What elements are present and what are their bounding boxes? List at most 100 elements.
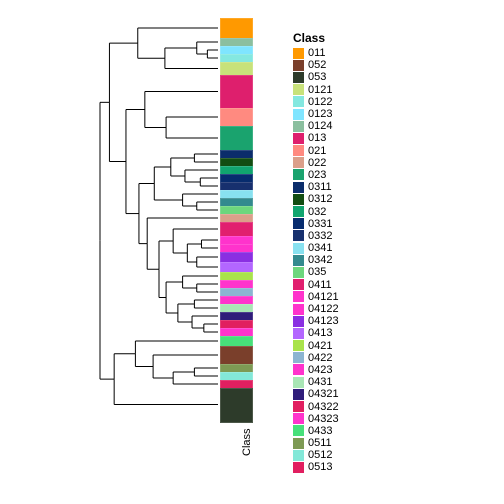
legend-label: 0423 — [308, 364, 332, 376]
legend-label: 0421 — [308, 340, 332, 352]
legend-row: 04322 — [293, 400, 339, 412]
legend-swatch — [293, 230, 304, 241]
legend-row: 0511 — [293, 437, 339, 449]
legend-row: 0121 — [293, 84, 339, 96]
legend-swatch — [293, 84, 304, 95]
column-axis-label: Class — [241, 428, 253, 456]
legend-label: 022 — [308, 157, 326, 169]
legend-label: 0331 — [308, 218, 332, 230]
column-cell — [220, 18, 253, 40]
legend-row: 0124 — [293, 120, 339, 132]
legend-swatch — [293, 340, 304, 351]
legend-row: 032 — [293, 205, 339, 217]
legend-swatch — [293, 352, 304, 363]
legend-label: 0332 — [308, 230, 332, 242]
legend-swatch — [293, 182, 304, 193]
legend-row: 04321 — [293, 388, 339, 400]
legend-swatch — [293, 133, 304, 144]
legend-label: 04121 — [308, 291, 339, 303]
dendrogram-figure: Class Class 0110520530121012201230124013… — [0, 0, 504, 504]
legend-label: 0411 — [308, 279, 332, 291]
legend-swatch — [293, 291, 304, 302]
legend-row: 021 — [293, 145, 339, 157]
legend-row: 0122 — [293, 96, 339, 108]
column-cell — [220, 108, 253, 128]
legend-row: 052 — [293, 59, 339, 71]
legend-label: 0513 — [308, 461, 332, 473]
legend-label: 04322 — [308, 401, 339, 413]
legend-label: 04122 — [308, 303, 339, 315]
legend-label: 0123 — [308, 108, 332, 120]
legend-swatch — [293, 121, 304, 132]
legend-row: 013 — [293, 132, 339, 144]
legend-label: 04323 — [308, 413, 339, 425]
legend-row: 0513 — [293, 461, 339, 473]
legend-label: 04123 — [308, 315, 339, 327]
legend-label: 023 — [308, 169, 326, 181]
legend-swatch — [293, 169, 304, 180]
legend-swatch — [293, 157, 304, 168]
legend-row: 04323 — [293, 413, 339, 425]
legend-row: 04121 — [293, 291, 339, 303]
legend-row: 04123 — [293, 315, 339, 327]
legend-row: 023 — [293, 169, 339, 181]
legend-row: 0512 — [293, 449, 339, 461]
legend-label: 053 — [308, 71, 326, 83]
legend-swatch — [293, 218, 304, 229]
legend-swatch — [293, 48, 304, 59]
legend-swatch — [293, 413, 304, 424]
legend-label: 0342 — [308, 254, 332, 266]
legend-label: 04321 — [308, 388, 339, 400]
legend-label: 0433 — [308, 425, 332, 437]
class-legend: Class 0110520530121012201230124013021022… — [293, 31, 339, 474]
legend-label: 0124 — [308, 120, 332, 132]
legend-label: 0431 — [308, 376, 332, 388]
legend-label: 052 — [308, 59, 326, 71]
legend-label: 0311 — [308, 181, 332, 193]
column-cell — [220, 346, 253, 366]
legend-row: 0332 — [293, 230, 339, 242]
legend-row: 0331 — [293, 218, 339, 230]
legend-label: 021 — [308, 145, 326, 157]
legend-swatch — [293, 316, 304, 327]
column-cell — [220, 126, 253, 152]
legend-label: 0413 — [308, 327, 332, 339]
legend-swatch — [293, 243, 304, 254]
legend-row: 0342 — [293, 254, 339, 266]
legend-swatch — [293, 255, 304, 266]
column-cell — [220, 388, 253, 423]
legend-label: 0122 — [308, 96, 332, 108]
legend-row: 0421 — [293, 340, 339, 352]
legend-swatch — [293, 389, 304, 400]
legend-label: 035 — [308, 266, 326, 278]
legend-swatch — [293, 96, 304, 107]
legend-swatch — [293, 304, 304, 315]
legend-label: 0312 — [308, 193, 332, 205]
legend-swatch — [293, 145, 304, 156]
legend-row: 022 — [293, 157, 339, 169]
legend-label: 032 — [308, 206, 326, 218]
legend-swatch — [293, 267, 304, 278]
legend-swatch — [293, 60, 304, 71]
legend-swatch — [293, 328, 304, 339]
legend-swatch — [293, 279, 304, 290]
legend-swatch — [293, 72, 304, 83]
legend-swatch — [293, 450, 304, 461]
legend-row: 0341 — [293, 242, 339, 254]
legend-row: 0422 — [293, 352, 339, 364]
legend-row: 0431 — [293, 376, 339, 388]
legend-row: 0413 — [293, 327, 339, 339]
legend-swatch — [293, 425, 304, 436]
legend-label: 013 — [308, 132, 326, 144]
legend-row: 0433 — [293, 425, 339, 437]
legend-label: 0121 — [308, 84, 332, 96]
legend-row: 0123 — [293, 108, 339, 120]
legend-swatch — [293, 401, 304, 412]
legend-row: 0311 — [293, 181, 339, 193]
legend-swatch — [293, 377, 304, 388]
legend-row: 011 — [293, 47, 339, 59]
legend-swatch — [293, 438, 304, 449]
column-cell — [220, 75, 253, 110]
legend-items: 0110520530121012201230124013021022023031… — [293, 47, 339, 474]
legend-label: 0341 — [308, 242, 332, 254]
